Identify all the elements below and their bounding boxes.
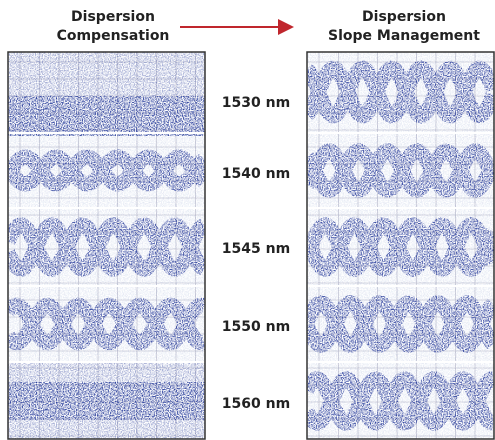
row-gap [8, 285, 205, 287]
row-gap [8, 132, 205, 134]
eye-diagram [8, 52, 205, 136]
row-gap [307, 132, 494, 134]
left-title-line2: Compensation [57, 28, 170, 44]
left-title-line1: Dispersion [71, 9, 155, 25]
row-gap [8, 207, 205, 209]
wavelength-label: 1545 nm [222, 241, 290, 257]
eye-diagram [307, 134, 494, 207]
noise-haze [8, 209, 205, 285]
panels: 1530 nm 1540 nm 1545 nm 1550 nm 1560 nm [8, 52, 494, 439]
noise-haze [307, 209, 494, 285]
row-gap [307, 207, 494, 209]
eye-diagram [307, 287, 494, 361]
noise-band [8, 96, 205, 136]
noise-haze [8, 287, 205, 361]
wavelength-label: 1540 nm [222, 166, 290, 182]
row-gap [307, 285, 494, 287]
eye-diagram [8, 134, 205, 207]
eye-diagram [307, 363, 494, 439]
right-title-line2: Slope Management [328, 28, 480, 44]
figure: Dispersion Compensation Dispersion Slope… [0, 0, 495, 440]
noise-band [8, 382, 205, 420]
eye-diagram [8, 287, 205, 361]
noise-haze [307, 52, 494, 132]
eye-diagram [8, 209, 205, 285]
eye-diagram [307, 52, 494, 132]
eye-panel [8, 52, 205, 439]
row-gap [307, 361, 494, 363]
eye-diagram [307, 209, 494, 285]
eye-panel [307, 52, 494, 439]
right-title-line1: Dispersion [362, 9, 446, 25]
eye-diagram [8, 363, 205, 439]
noise-haze [307, 134, 494, 207]
noise-haze [307, 287, 494, 361]
row-gap [8, 361, 205, 363]
wavelength-label: 1530 nm [222, 95, 290, 111]
wavelength-label: 1550 nm [222, 319, 290, 335]
noise-haze [307, 363, 494, 439]
wavelength-label: 1560 nm [222, 396, 290, 412]
noise-haze [8, 134, 205, 207]
